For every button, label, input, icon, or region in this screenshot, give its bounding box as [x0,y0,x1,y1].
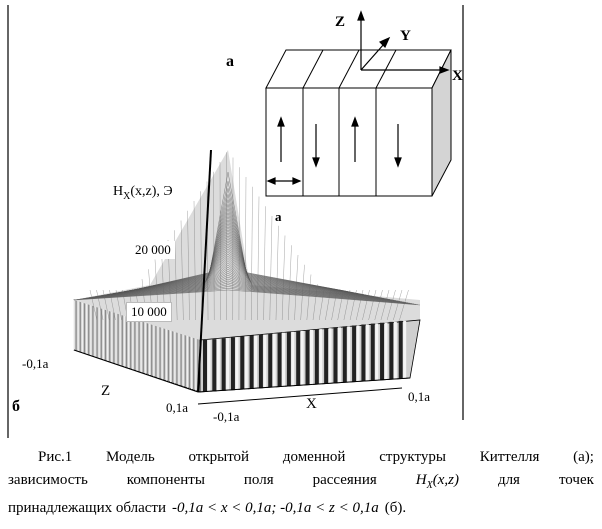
plot-ylabel: HX(x,z), Э [113,184,173,202]
caption-word: компоненты [126,472,205,488]
x-axis-label: X [306,396,317,412]
caption-word: для [497,472,520,488]
figure-graphic [7,5,464,438]
z-min-label: -0,1a [22,356,49,371]
panel-a-label: a [226,53,234,70]
tick-10000: 10 000 [126,302,172,322]
caption-word: открытой [188,449,250,465]
h-axis-line [197,149,212,393]
x-axis-line [197,377,411,393]
surface-front-wall [199,319,421,393]
x-min-label: -0,1a [213,409,240,424]
z-max-label: 0,1a [166,400,189,415]
domain-width-label: a [275,209,282,224]
caption-line-2: зависимость компоненты поля рассеяния HX(x,z… [8,469,594,497]
caption-word: структуры [379,449,446,465]
caption-word: точек [558,472,594,488]
caption-line-3: принадлежащих области -0,1a < x < 0,1a; … [8,497,594,520]
z-axis-line [73,349,199,393]
caption-word: доменной [282,449,346,465]
caption-word: (а); [573,449,594,465]
axis-x-3d-label: X [452,68,463,84]
x-max-label: 0,1a [408,389,431,404]
figure-caption: Рис.1 Модель открытой доменной структуры Китт… [8,446,594,520]
kittel-domain-model [265,10,452,197]
axis-y-3d-label: Y [400,28,411,44]
caption-word: зависимость [8,472,88,488]
z-axis-label: Z [101,383,111,399]
figure: a б a Z Y X HX(x,z), Э 20 000 10 000 -0,… [7,5,464,438]
caption-word: рассеяния [312,472,377,488]
panel-b-label: б [12,398,20,415]
caption-word: Киттелля [479,449,540,465]
tick-20000: 20 000 [131,241,175,259]
caption-word: Модель [106,449,155,465]
caption-hx-symbol: HX(x,z) [415,472,459,491]
caption-word: Рис.1 [38,449,73,465]
axis-z-3d-label: Z [335,14,346,30]
caption-word: поля [243,472,274,488]
caption-line3-prefix: принадлежащих области [8,500,167,516]
caption-line-1: Рис.1 Модель открытой доменной структуры Китт… [8,446,594,469]
caption-line3-range: -0,1a < x < 0,1a; -0,1a < z < 0,1a [172,500,379,516]
caption-line3-suffix: (б). [384,500,407,516]
